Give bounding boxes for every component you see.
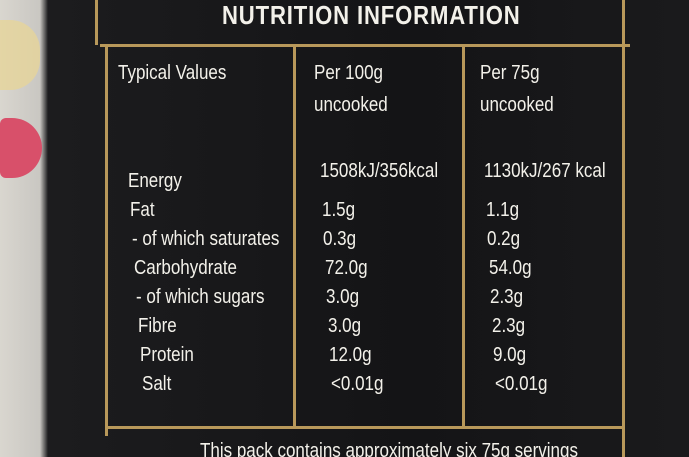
column-header: Typical Values (118, 62, 227, 84)
cell-value: <0.01g (494, 373, 547, 395)
column-header: uncooked (314, 94, 388, 116)
cell-value: 2.3g (490, 286, 524, 308)
row-label: Protein (140, 344, 194, 366)
cell-value: 72.0g (324, 257, 368, 279)
cell-value: <0.01g (330, 373, 383, 395)
table-line (105, 44, 108, 436)
column-header: uncooked (480, 94, 554, 116)
row-label: Fibre (138, 315, 177, 337)
cell-value: 1.1g (485, 199, 519, 221)
table-line (100, 44, 630, 47)
border-line (622, 0, 625, 457)
row-label: Energy (128, 170, 182, 192)
cell-value: 1130kJ/267 kcal (484, 160, 606, 182)
row-label: Salt (142, 373, 172, 395)
column-header: Per 75g (480, 62, 540, 84)
column-header: Per 100g (314, 62, 383, 84)
cell-value: 9.0g (493, 344, 527, 366)
table-line (105, 426, 625, 429)
background-object (0, 20, 40, 90)
row-label: Fat (130, 199, 155, 221)
cell-value: 0.3g (323, 228, 357, 250)
row-label: - of which saturates (132, 228, 280, 250)
cell-value: 0.2g (487, 228, 521, 250)
background-object (0, 118, 42, 178)
cell-value: 2.3g (491, 315, 525, 337)
cell-value: 3.0g (326, 286, 360, 308)
cell-value: 1.5g (321, 199, 355, 221)
row-label: - of which sugars (136, 286, 265, 308)
cell-value: 54.0g (488, 257, 532, 279)
row-label: Carbohydrate (134, 257, 238, 279)
border-line (95, 0, 98, 45)
table-line (293, 44, 296, 428)
cell-value: 3.0g (327, 315, 361, 337)
cell-value: 12.0g (329, 344, 372, 366)
title: NUTRITION INFORMATION (222, 0, 521, 30)
table-line (462, 44, 465, 428)
cell-value: 1508kJ/356kcal (320, 160, 439, 182)
footer-note: This pack contains approximately six 75g… (200, 440, 578, 457)
